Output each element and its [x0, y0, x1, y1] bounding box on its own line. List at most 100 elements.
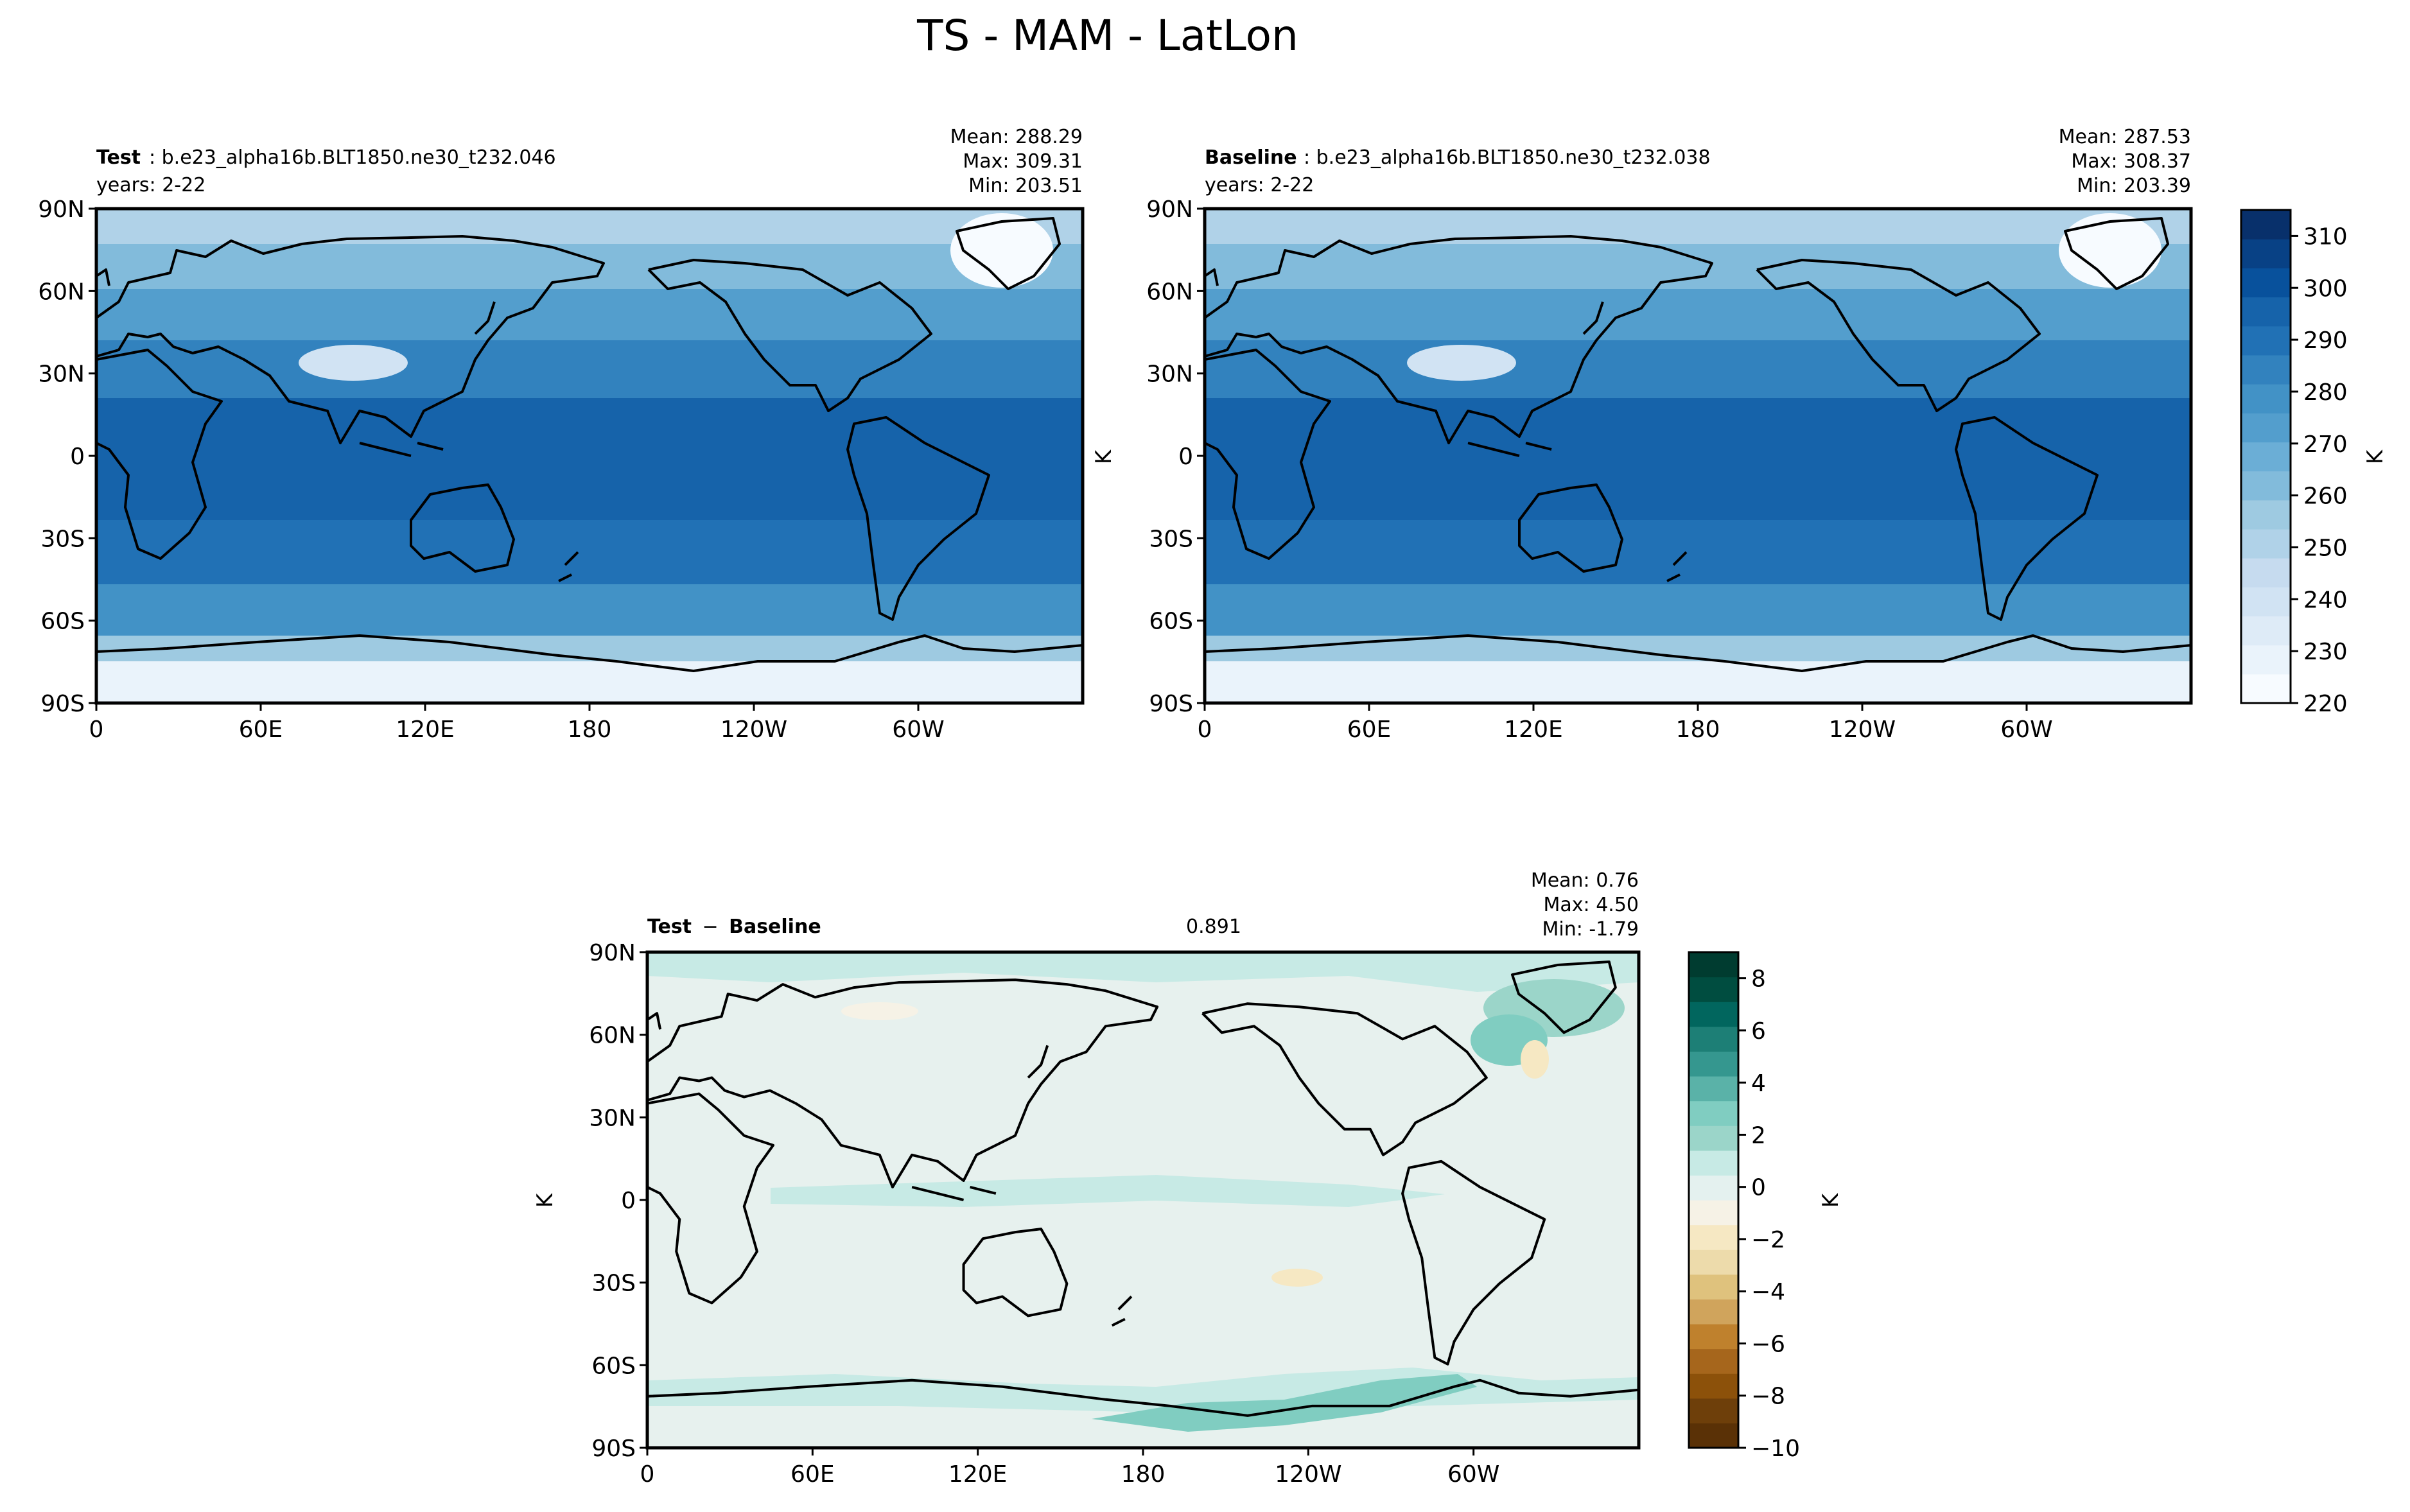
baseline-colorbar-ticks: 310 300 290 280 270 260 250 240 230 220: [2291, 223, 2348, 717]
test-coast-greenland: [956, 217, 1061, 290]
test-panel: Test : b.e23_alpha16b.BLT1850.ne30_t232.…: [38, 126, 1085, 743]
baseline-colorbar-tick-label: 280: [2303, 379, 2348, 406]
baseline-ytick-label: 90N: [1146, 196, 1193, 223]
baseline-panel: Baseline : b.e23_alpha16b.BLT1850.ne30_t…: [1091, 126, 2388, 743]
baseline-map: [1203, 207, 2193, 705]
baseline-coast-n-america: [1756, 259, 2041, 412]
baseline-yticks: 90N 60N 30N 0 30S 60S 90S: [1146, 196, 1205, 717]
baseline-stat-max: Max: 308.37: [2071, 150, 2191, 173]
test-band-south-ocean: [96, 636, 1083, 661]
baseline-colorbar-tick-label: 230: [2303, 639, 2348, 665]
diff-xtick-label: 0: [640, 1461, 655, 1488]
diff-antarctic-warm: [1092, 1374, 1477, 1432]
diff-colorbar-tick-label: 4: [1751, 1070, 1766, 1097]
diff-yticks: 90N 60N 30N 0 30S 60S 90S: [589, 940, 647, 1462]
diff-colorbar-band: [1689, 1150, 1738, 1176]
diff-colorbar-tick-label: −2: [1751, 1227, 1785, 1253]
test-band-tropics: [96, 398, 1083, 520]
test-band-arctic-high: [96, 209, 1083, 244]
baseline-colorbar-band: [2241, 528, 2291, 559]
diff-colorbar-tick-label: −6: [1751, 1331, 1785, 1357]
test-tibet-cold: [299, 345, 408, 381]
test-coast-africa: [96, 349, 223, 560]
test-xtick-label: 120W: [720, 717, 787, 743]
diff-colorbar-tick-label: 0: [1751, 1175, 1766, 1201]
diff-label-test: Test: [647, 916, 692, 938]
baseline-xtick-label: 120W: [1829, 717, 1896, 743]
diff-label: Test − Baseline: [647, 916, 821, 938]
baseline-ytick-label: 0: [1178, 444, 1193, 470]
baseline-ytick-label: 90S: [1149, 691, 1193, 717]
test-stat-min: Min: 203.51: [968, 175, 1083, 197]
test-band-south-sub: [96, 520, 1083, 584]
baseline-coast-antarctica: [1204, 634, 2192, 672]
test-xtick-label: 0: [89, 717, 104, 743]
test-band-antarctic: [96, 661, 1083, 703]
diff-colorbar-tick-label: 8: [1751, 966, 1766, 993]
baseline-coast-africa: [1204, 349, 1331, 560]
test-yticks: 90N 60N 30N 0 30S 60S 90S: [38, 196, 96, 717]
test-band-arctic: [96, 244, 1083, 289]
diff-coast-eurasia: [646, 978, 1159, 1188]
test-ytick-label: 0: [70, 444, 85, 470]
baseline-ytick-label: 30S: [1149, 526, 1193, 552]
diff-colorbar-band: [1689, 1125, 1738, 1151]
diff-colorbar-band: [1689, 1249, 1738, 1275]
diff-arctic-warm: [647, 952, 1639, 992]
diff-map: [645, 950, 1641, 1450]
test-ytick-label: 90N: [38, 196, 85, 223]
test-coast-nz: [558, 551, 579, 582]
test-ytick-label: 30S: [40, 526, 85, 552]
baseline-ylabel: K: [1091, 449, 1117, 464]
baseline-years: years: 2-22: [1205, 174, 1314, 196]
baseline-ytick-label: 60N: [1146, 279, 1193, 305]
diff-ytick-label: 30N: [589, 1105, 636, 1131]
diff-axes: 0 60E 120E 180 120W 60W 90N 60N 30N 0 30S 60S 90S: [589, 940, 1499, 1488]
baseline-colorbar-tick-label: 270: [2303, 431, 2348, 458]
diff-coast-uk: [646, 1012, 662, 1030]
diff-coast-indonesia: [911, 1186, 997, 1201]
test-ytick-label: 60S: [40, 609, 85, 635]
baseline-xtick-label: 0: [1198, 717, 1212, 743]
baseline-xtick-label: 60E: [1347, 717, 1392, 743]
diff-colorbar-band: [1689, 1274, 1738, 1299]
diff-coast-africa: [647, 1092, 775, 1305]
diff-colorbar-tick-label: 6: [1751, 1018, 1766, 1045]
test-coastlines: [95, 217, 1083, 672]
baseline-axes: 0 60E 120E 180 120W 60W 90N 60N 30N 0 30S 60S 90S: [1146, 196, 2052, 743]
test-xtick-label: 60W: [892, 717, 944, 743]
diff-colorbar-band: [1689, 1423, 1738, 1448]
test-coast-antarctica: [96, 634, 1083, 672]
baseline-coast-uk: [1203, 268, 1219, 286]
figure-title: TS - MAM - LatLon: [916, 11, 1298, 60]
diff-coastlines: [646, 960, 1639, 1417]
diff-colorbar-band: [1689, 1200, 1738, 1226]
baseline-colorbar-tick-label: 290: [2303, 327, 2348, 354]
diff-colorbar-tick-label: 2: [1751, 1122, 1766, 1149]
baseline-label-case: : b.e23_alpha16b.BLT1850.ne30_t232.038: [1304, 146, 1711, 169]
test-years: years: 2-22: [96, 174, 205, 196]
baseline-stat-min: Min: 203.39: [2077, 175, 2191, 197]
baseline-colorbar-bands: [2241, 210, 2291, 704]
diff-coast-s-america: [1401, 1160, 1546, 1366]
baseline-colorbar-tick-label: 310: [2303, 223, 2348, 250]
baseline-band-arctic: [1205, 244, 2191, 289]
baseline-ytick-label: 30N: [1146, 361, 1193, 388]
test-band-north-sub: [96, 340, 1083, 398]
baseline-colorbar-tick-label: 220: [2303, 691, 2348, 717]
baseline-label-bold: Baseline: [1205, 146, 1297, 169]
diff-coast-antarctica: [647, 1378, 1639, 1417]
diff-label-baseline: Baseline: [729, 916, 821, 938]
test-xtick-label: 180: [568, 717, 612, 743]
diff-ytick-label: 90S: [591, 1436, 636, 1462]
diff-southern-cool: [1271, 1269, 1323, 1287]
test-greenland-cold: [950, 213, 1053, 288]
test-label-bold: Test: [96, 146, 141, 169]
baseline-band-south-mid: [1205, 584, 2191, 636]
baseline-colorbar-band: [2241, 645, 2291, 675]
diff-colorbar-band: [1689, 1224, 1738, 1250]
baseline-coast-s-america: [1955, 416, 2099, 621]
diff-tropical-warm: [771, 1175, 1445, 1207]
baseline-colorbar-band: [2241, 442, 2291, 472]
diff-ytick-label: 30S: [591, 1271, 636, 1297]
